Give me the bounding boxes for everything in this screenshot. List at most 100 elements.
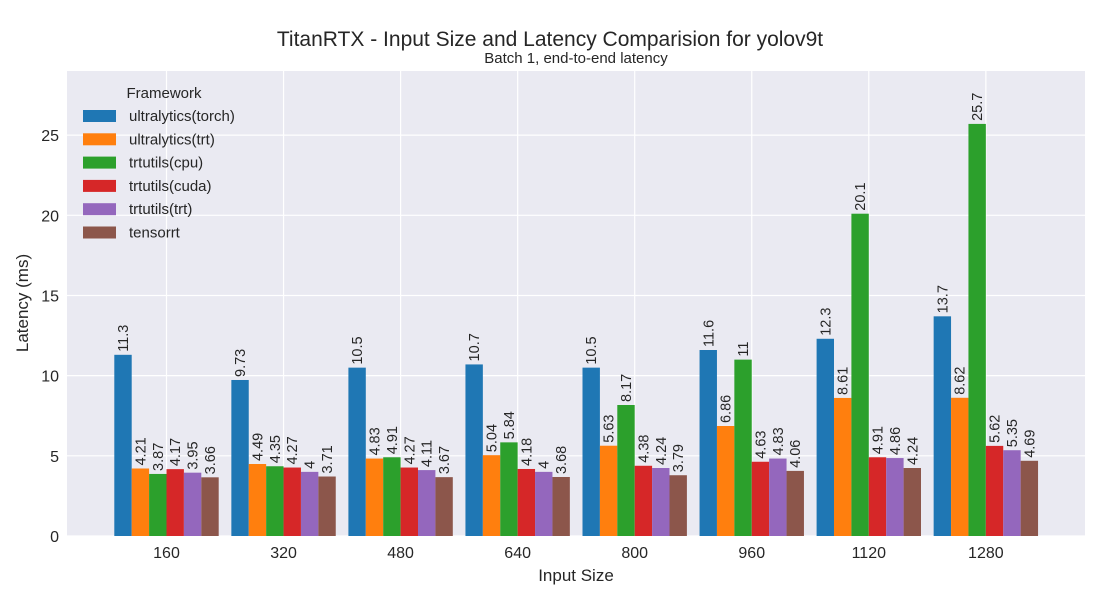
data-label: 5.04 bbox=[485, 424, 501, 452]
bar bbox=[769, 458, 787, 536]
x-tick-label: 1280 bbox=[968, 545, 1004, 562]
bar bbox=[266, 466, 284, 536]
data-label: 4.11 bbox=[420, 440, 436, 467]
bar bbox=[535, 471, 553, 536]
data-label: 11 bbox=[736, 342, 752, 357]
x-tick-label: 160 bbox=[153, 545, 180, 562]
bar bbox=[751, 461, 770, 536]
bar bbox=[552, 476, 570, 536]
data-label: 4.83 bbox=[368, 427, 384, 455]
data-label: 3.71 bbox=[320, 445, 336, 473]
x-tick-label: 640 bbox=[504, 545, 531, 562]
bar bbox=[669, 475, 687, 536]
bar bbox=[300, 471, 319, 536]
bar bbox=[166, 469, 184, 536]
data-label: 4.91 bbox=[385, 426, 401, 454]
x-tick-label: 1120 bbox=[852, 545, 887, 562]
chart-subtitle: Batch 1, end-to-end latency bbox=[484, 50, 668, 67]
bar bbox=[400, 467, 418, 536]
bar bbox=[985, 445, 1004, 536]
legend-item-label: ultralytics(torch) bbox=[129, 108, 235, 125]
bar bbox=[634, 465, 653, 536]
bar bbox=[1020, 460, 1039, 536]
data-label: 4.69 bbox=[1022, 430, 1038, 458]
data-label: 4.63 bbox=[753, 431, 769, 459]
bar bbox=[517, 468, 536, 536]
legend-swatch bbox=[83, 110, 116, 122]
bar bbox=[183, 472, 202, 536]
data-label: 3.95 bbox=[186, 441, 202, 469]
data-label: 25.7 bbox=[970, 93, 986, 121]
bar bbox=[149, 473, 167, 536]
x-axis-ticks: 160 320 480 640 800 960 1120 1280 bbox=[153, 545, 1004, 562]
legend-swatch bbox=[83, 226, 116, 239]
data-label: 10.5 bbox=[584, 336, 600, 364]
legend-swatch bbox=[83, 133, 116, 146]
bar bbox=[652, 468, 670, 536]
data-label: 4.24 bbox=[654, 437, 670, 465]
bar bbox=[951, 397, 969, 536]
bar bbox=[868, 457, 887, 536]
bar bbox=[968, 123, 986, 537]
data-label: 4.86 bbox=[888, 427, 904, 455]
bars bbox=[114, 123, 1039, 537]
bar bbox=[716, 426, 735, 536]
data-label: 4.91 bbox=[871, 426, 887, 454]
data-label: 8.62 bbox=[953, 367, 969, 395]
bar bbox=[201, 477, 219, 536]
bar bbox=[933, 316, 952, 536]
bar bbox=[500, 442, 518, 536]
data-label: 4.21 bbox=[133, 437, 149, 465]
y-axis-ticks: 0 5 10 15 20 25 bbox=[41, 128, 59, 546]
legend: Framework ultralytics(torch) ultralytics(… bbox=[83, 85, 235, 242]
data-label: 3.68 bbox=[554, 446, 570, 474]
data-label: 11.3 bbox=[116, 325, 132, 352]
bar bbox=[383, 457, 401, 536]
data-label: 10.5 bbox=[350, 336, 366, 364]
bar bbox=[699, 350, 717, 536]
chart-title: TitanRTX - Input Size and Latency Compar… bbox=[277, 28, 823, 51]
data-label: 8.17 bbox=[619, 374, 635, 402]
data-label: 5.63 bbox=[602, 414, 618, 442]
legend-item-label: trtutils(cuda) bbox=[129, 178, 212, 195]
legend-item-label: ultralytics(trt) bbox=[129, 131, 215, 148]
y-tick-label: 15 bbox=[41, 288, 59, 305]
data-label: 3.66 bbox=[203, 446, 219, 474]
bar bbox=[1003, 450, 1021, 536]
data-label: 13.7 bbox=[935, 285, 951, 313]
bar bbox=[114, 354, 132, 536]
bar bbox=[248, 464, 267, 536]
bar bbox=[903, 468, 921, 536]
x-axis-label: Input Size bbox=[538, 566, 614, 585]
bar bbox=[482, 455, 501, 536]
data-label: 4.18 bbox=[519, 438, 535, 466]
data-label: 3.87 bbox=[151, 443, 167, 471]
bar bbox=[231, 379, 249, 536]
data-label: 3.67 bbox=[437, 446, 453, 474]
bar bbox=[886, 458, 904, 536]
data-labels: 11.34.21 3.87 4.17 3.95 3.669.734.49 4.35 4.27… bbox=[116, 93, 1038, 475]
bar bbox=[435, 477, 453, 536]
bar bbox=[465, 364, 483, 536]
data-label: 5.62 bbox=[988, 415, 1004, 443]
legend-swatch bbox=[83, 156, 116, 169]
data-label: 4.38 bbox=[636, 435, 652, 463]
y-tick-label: 0 bbox=[50, 529, 59, 546]
y-tick-label: 20 bbox=[41, 208, 59, 225]
bar bbox=[599, 445, 618, 536]
data-label: 4 bbox=[303, 461, 319, 469]
bar bbox=[348, 367, 366, 536]
y-tick-label: 25 bbox=[41, 128, 59, 145]
data-label: 4.06 bbox=[788, 440, 804, 468]
x-tick-label: 960 bbox=[738, 545, 765, 562]
bar bbox=[318, 476, 336, 536]
data-label: 4.27 bbox=[285, 436, 301, 464]
data-label: 4.17 bbox=[168, 438, 184, 466]
bar bbox=[365, 458, 384, 536]
bar bbox=[582, 367, 600, 536]
data-label: 10.7 bbox=[467, 333, 483, 361]
data-label: 4.24 bbox=[905, 437, 921, 465]
data-label: 9.73 bbox=[233, 349, 249, 377]
x-tick-label: 480 bbox=[387, 545, 414, 562]
